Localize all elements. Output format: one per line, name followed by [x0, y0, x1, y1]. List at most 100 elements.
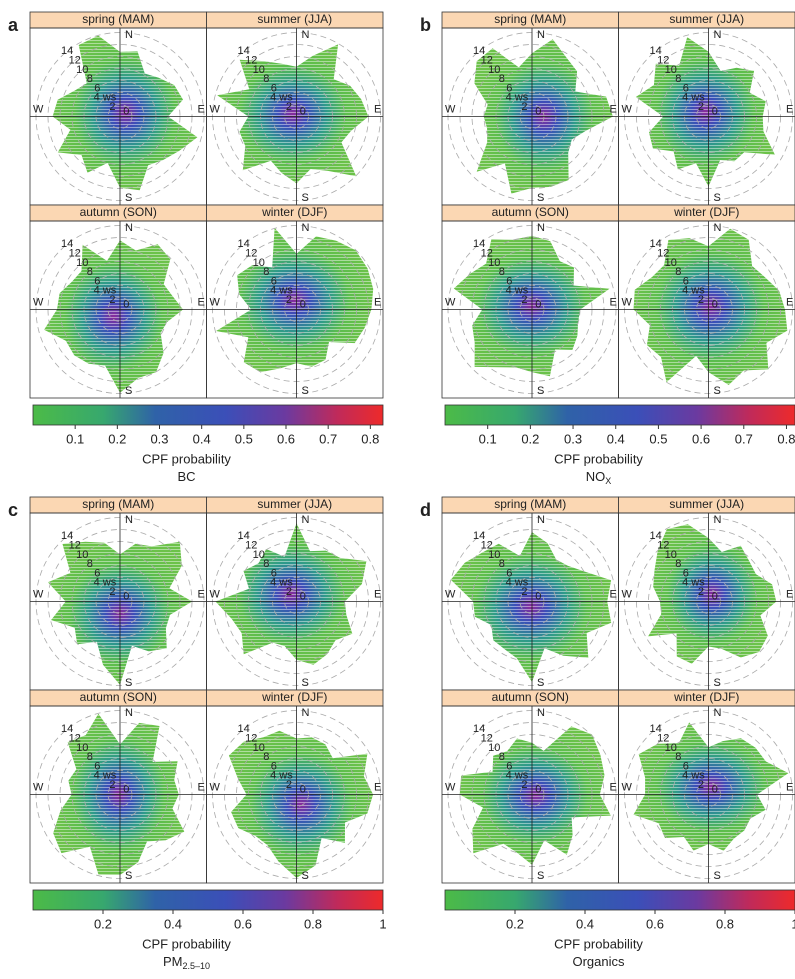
- colorbar: [445, 890, 795, 910]
- variable-name: Organics: [572, 954, 625, 969]
- compass-label: S: [714, 870, 721, 882]
- ring-label: 0: [535, 105, 541, 117]
- compass-label: N: [302, 29, 310, 41]
- facet-title: autumn (SON): [492, 205, 569, 219]
- compass-label: S: [125, 677, 132, 689]
- colorbar-tick-label: 0.3: [150, 431, 168, 446]
- facet-title: winter (DJF): [261, 690, 327, 704]
- compass-label: E: [610, 103, 617, 115]
- ring-label: 0: [300, 298, 306, 310]
- colorbar: [33, 890, 383, 910]
- compass-label: S: [125, 192, 132, 204]
- facet-title: autumn (SON): [492, 690, 569, 704]
- facet-title: spring (MAM): [494, 12, 566, 26]
- compass-label: N: [714, 222, 722, 234]
- colorbar-tick-label: 1: [379, 916, 386, 931]
- colorbar-tick-label: 0.2: [108, 431, 126, 446]
- compass-label: E: [198, 296, 205, 308]
- facet-title: summer (JJA): [257, 497, 332, 511]
- colorbar-tick-label: 0.7: [319, 431, 337, 446]
- compass-label: E: [786, 103, 793, 115]
- facet-title: spring (MAM): [82, 497, 154, 511]
- ring-label: 6: [94, 82, 100, 94]
- colorbar-tick-label: 0.6: [646, 916, 664, 931]
- colorbar-tick-label: 0.1: [479, 431, 497, 446]
- compass-label: N: [714, 29, 722, 41]
- ring-label: 14: [650, 530, 662, 542]
- ring-label: 6: [506, 567, 512, 579]
- cpf-stripes: [229, 731, 373, 878]
- ring-label: 6: [94, 760, 100, 772]
- compass-label: N: [302, 222, 310, 234]
- colorbar-tick-label: 0.7: [735, 431, 753, 446]
- compass-label: W: [622, 781, 633, 793]
- ring-label: 14: [473, 530, 485, 542]
- colorbar-tick-label: 1: [791, 916, 795, 931]
- colorbar-tick-label: 0.6: [234, 916, 252, 931]
- facet-title: summer (JJA): [257, 12, 332, 26]
- colorbar-tick-label: 0.2: [506, 916, 524, 931]
- ring-label: 6: [506, 760, 512, 772]
- variable-main: BC: [177, 469, 195, 484]
- ring-label: 0: [535, 590, 541, 602]
- compass-label: N: [125, 222, 133, 234]
- compass-label: W: [33, 296, 44, 308]
- ring-label: 6: [683, 275, 689, 287]
- compass-label: W: [33, 103, 44, 115]
- compass-label: S: [125, 870, 132, 882]
- ring-label: 6: [94, 567, 100, 579]
- colorbar-tick-label: 0.4: [164, 916, 182, 931]
- compass-label: E: [374, 588, 381, 600]
- cpf-stripes: [217, 44, 368, 183]
- colorbar-title: CPF probability: [142, 936, 231, 951]
- compass-label: E: [786, 781, 793, 793]
- ring-label: 0: [123, 783, 129, 795]
- compass-label: N: [125, 29, 133, 41]
- compass-label: N: [125, 514, 133, 526]
- compass-label: S: [537, 192, 544, 204]
- facet-title: winter (DJF): [261, 205, 327, 219]
- compass-label: S: [537, 870, 544, 882]
- compass-label: N: [537, 707, 545, 719]
- compass-label: E: [374, 781, 381, 793]
- compass-label: S: [302, 385, 309, 397]
- ring-label: 0: [535, 783, 541, 795]
- compass-label: E: [786, 296, 793, 308]
- ring-label: 0: [123, 298, 129, 310]
- colorbar-tick-label: 0.4: [607, 431, 625, 446]
- colorbar-tick-label: 0.1: [66, 431, 84, 446]
- compass-label: E: [786, 588, 793, 600]
- facet-title: winter (DJF): [673, 690, 739, 704]
- ring-label: 0: [123, 105, 129, 117]
- variable-main: PM: [163, 954, 183, 969]
- compass-label: E: [198, 588, 205, 600]
- facet-title: autumn (SON): [80, 690, 157, 704]
- colorbar-tick-label: 0.6: [277, 431, 295, 446]
- ring-label: 0: [712, 590, 718, 602]
- compass-label: N: [537, 29, 545, 41]
- colorbar-title: CPF probability: [142, 451, 231, 466]
- ring-label: 0: [300, 590, 306, 602]
- panel-letter: b: [420, 15, 431, 35]
- facet-title: summer (JJA): [669, 497, 744, 511]
- compass-label: N: [537, 514, 545, 526]
- ring-label: 6: [683, 760, 689, 772]
- ring-label: 14: [238, 238, 250, 250]
- ring-label: 0: [712, 783, 718, 795]
- compass-label: E: [610, 781, 617, 793]
- ring-label: 6: [271, 275, 277, 287]
- compass-label: E: [198, 103, 205, 115]
- ring-label: 6: [683, 567, 689, 579]
